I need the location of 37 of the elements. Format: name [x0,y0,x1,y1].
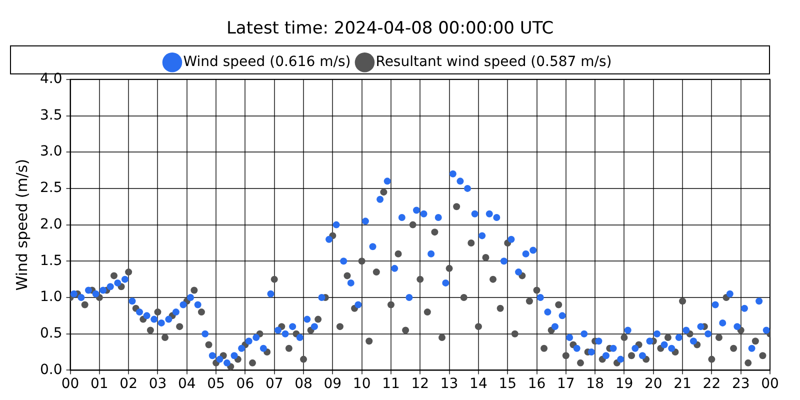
y-tick-label: 2.5 [40,180,62,196]
y-tick-label: 3.5 [40,107,62,124]
x-tick-label: 12 [411,376,430,392]
legend-label: Resultant wind speed (0.587 m/s) [376,54,612,70]
x-tick-label: 09 [324,376,342,392]
x-tick-label: 03 [148,376,167,392]
y-tick-label: 2.0 [40,216,62,232]
x-tick-label: 05 [207,376,225,392]
x-tick-label: 11 [382,376,400,392]
x-tick-label: 08 [294,376,312,392]
y-axis-title: Wind speed (m/s) [12,158,31,291]
x-tick-label: 07 [265,376,284,392]
x-tick-label: 04 [178,376,196,392]
x-tick-label: 21 [674,376,692,392]
legend-label: Wind speed (0.616 m/s) [183,54,351,70]
x-tick-label: 02 [120,376,138,392]
y-tick-label: 0.0 [40,362,62,378]
x-tick-label: 10 [352,376,371,392]
y-tick-label: 1.0 [40,289,62,306]
y-tick-label: 3.0 [40,144,62,160]
x-tick-label: 00 [761,376,779,392]
x-tick-label: 23 [732,376,750,392]
x-tick-label: 00 [61,376,80,392]
x-tick-label: 20 [644,376,662,392]
x-tick-label: 22 [702,376,721,392]
x-tick-label: 17 [556,376,575,392]
y-tick-label: 0.5 [40,325,62,342]
chart-title: Latest time: 2024-04-08 00:00:00 UTC [226,18,554,39]
x-tick-label: 16 [528,376,546,392]
x-tick-label: 19 [615,376,634,392]
x-tick-label: 06 [236,376,254,392]
x-tick-label: 18 [586,376,604,392]
x-tick-label: 13 [440,376,458,392]
y-tick-label: 1.5 [40,252,62,269]
x-tick-label: 01 [90,376,108,392]
x-tick-label: 15 [498,376,517,392]
x-tick-label: 14 [470,376,488,392]
